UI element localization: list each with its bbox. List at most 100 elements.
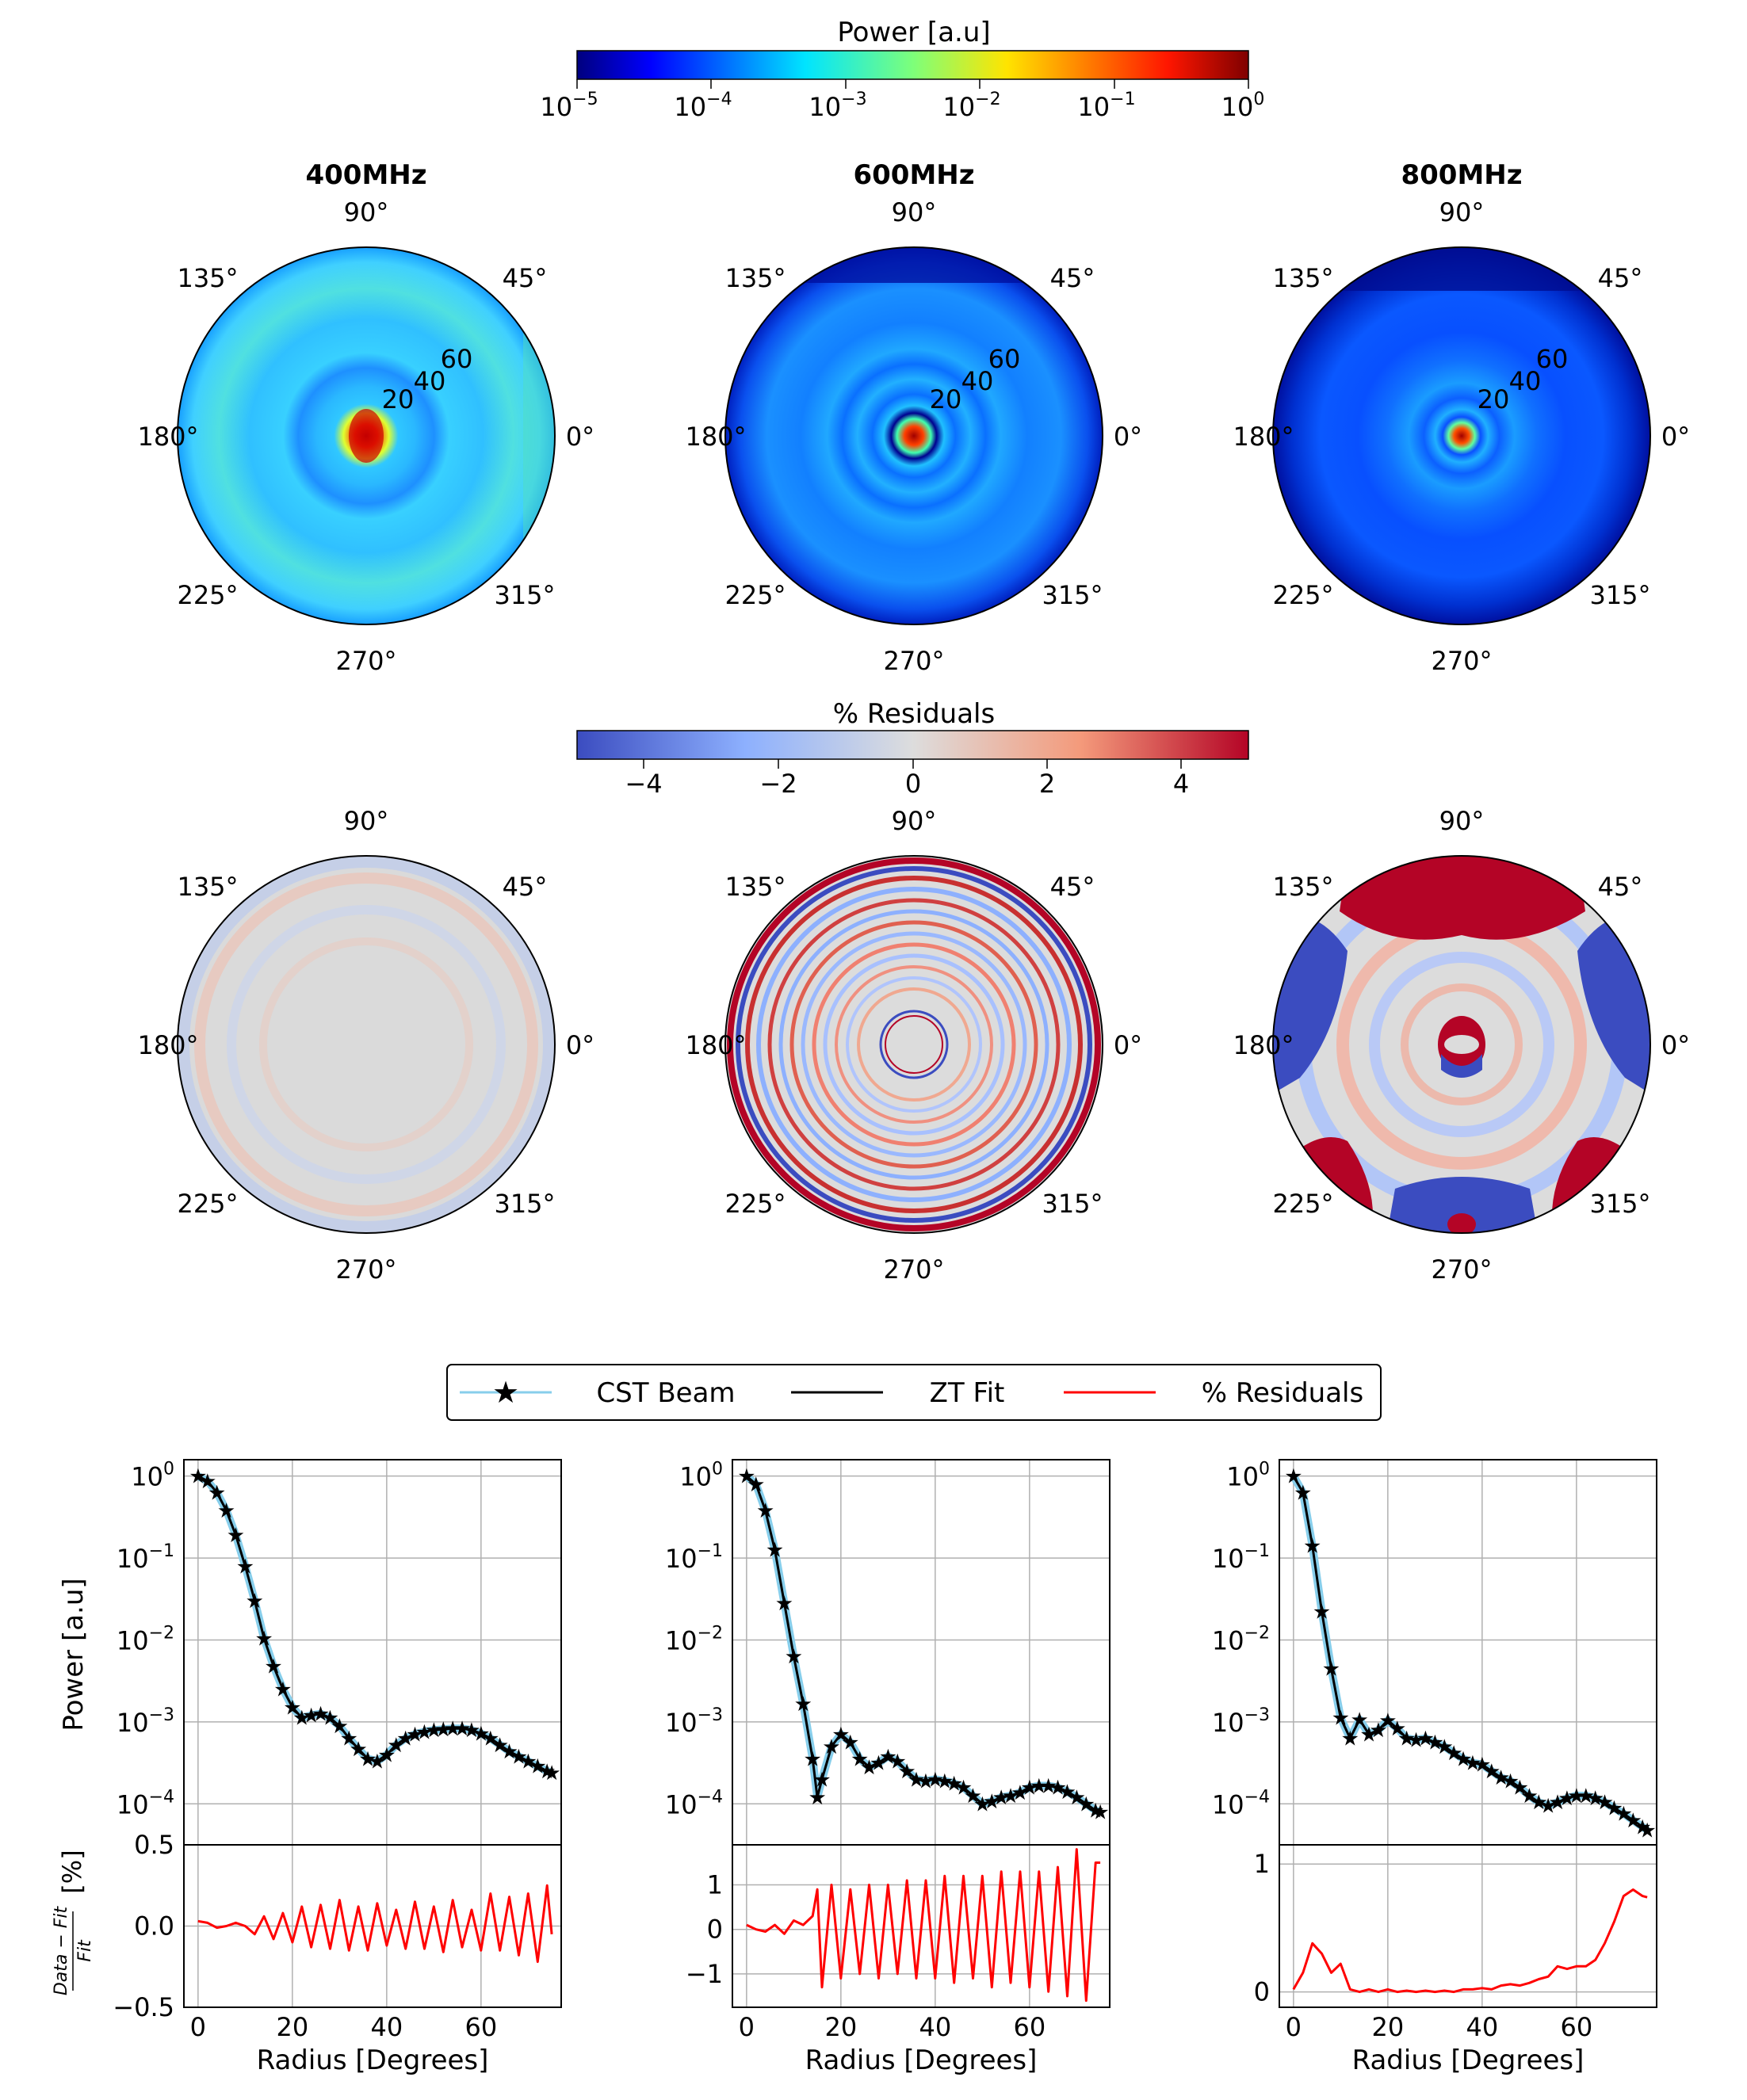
legend-box [446, 1364, 1382, 1421]
zt-fit-line [745, 1475, 1101, 1814]
polar-angle-label: 315° [494, 580, 555, 610]
power-colorbar-ticks [576, 79, 1249, 89]
polar-angle-label: 90° [1439, 197, 1485, 227]
polar-radius-label: 40 [414, 366, 446, 396]
polar-radius-label: 40 [1509, 366, 1542, 396]
power-y-tick-label: 100 [131, 1460, 174, 1492]
polar-radius-label: 20 [382, 384, 415, 414]
polar-frame [177, 246, 556, 625]
x-tick-label: 0 [1286, 2012, 1302, 2042]
x-tick-label: 60 [1560, 2012, 1592, 2042]
residual-colorbar-gradient [576, 730, 1249, 760]
residual-tick-label: 2 [1039, 769, 1055, 799]
power-y-tick-label: 10−1 [1212, 1541, 1270, 1574]
residual-y-tick-label: 0 [707, 1915, 723, 1945]
polar-angle-label: 90° [892, 806, 937, 836]
residual-colorbar-label: % Residuals [833, 698, 995, 730]
polar-radius-label: 60 [988, 344, 1021, 374]
polar-angle-label: 270° [1431, 1254, 1492, 1285]
power-tick-label: 10−4 [674, 90, 732, 122]
polar-labels: 0°45°90°135°180°225°270°315°2040600°45°9… [137, 197, 1690, 1285]
panel-title: 400MHz [305, 159, 426, 191]
cst-beam-marker: ★ [1091, 1801, 1109, 1825]
power-map [725, 247, 1103, 624]
polar-angle-label: 180° [1233, 422, 1294, 452]
residual-y-tick-label: 0.0 [134, 1911, 174, 1942]
power-map-edge-right [523, 317, 555, 555]
polar-angle-label: 135° [724, 872, 786, 902]
residual-y-tick-label: 0.5 [134, 1830, 174, 1860]
polar-angle-label: 135° [177, 872, 238, 902]
polar-angle-label: 0° [1661, 1030, 1690, 1060]
power-y-tick-label: 10−3 [117, 1705, 174, 1738]
x-tick-label: 60 [464, 2012, 497, 2042]
residual-line [746, 1848, 1101, 2003]
power-colorbar-gradient [576, 50, 1249, 80]
line-plots: ★★★★★★★★★★★★★★★★★★★★★★★★★★★★★★★★★★★★★★★1… [113, 1459, 1657, 2076]
x-tick-label: 20 [276, 2012, 308, 2042]
polar-angle-label: 225° [1272, 580, 1333, 610]
legend-fit-label: ZT Fit [930, 1377, 1005, 1409]
x-tick-label: 20 [1371, 2012, 1404, 2042]
polar-angle-label: 135° [177, 263, 238, 293]
residual-y-tick-label: −1 [686, 1959, 723, 1989]
power-y-tick-label: 100 [1226, 1460, 1270, 1492]
power-y-tick-label: 10−1 [117, 1541, 174, 1574]
polar-angle-label: 90° [1439, 806, 1485, 836]
power-map [1273, 247, 1650, 624]
polar-frame [177, 855, 556, 1234]
x-tick-label: 60 [1013, 2012, 1046, 2042]
polar-radius-label: 20 [1477, 384, 1510, 414]
polar-radius-label: 40 [961, 366, 994, 396]
polar-angle-label: 270° [335, 1254, 396, 1285]
power-y-tick-label: 100 [679, 1460, 723, 1492]
x-tick-label: 40 [370, 2012, 403, 2042]
polar-angle-label: 225° [1272, 1189, 1333, 1219]
polar-angle-label: 90° [344, 806, 389, 836]
power-colorbar: Power [a.u] 10−5 10−4 10−3 10−2 10−1 100 [540, 17, 1264, 122]
polar-frame [724, 855, 1103, 1234]
polar-angle-label: 225° [177, 580, 238, 610]
polar-angle-label: 135° [1272, 263, 1333, 293]
panel-title: 600MHz [853, 159, 974, 191]
y-label-residual-unit: [%] [57, 1850, 87, 1893]
power-y-tick-label: 10−4 [1212, 1787, 1270, 1819]
legend-cst-label: CST Beam [596, 1377, 735, 1409]
polar-angle-label: 0° [1114, 1030, 1142, 1060]
cst-beam-marker: ★ [1638, 1819, 1656, 1842]
polar-angle-label: 0° [1114, 422, 1142, 452]
polar-angle-label: 315° [1042, 1189, 1103, 1219]
polar-frame [1272, 246, 1651, 625]
polar-resid-600 [724, 855, 1103, 1234]
power-tick-label: 10−3 [809, 90, 866, 122]
residual-tick-label: −4 [625, 769, 662, 799]
power-y-tick-label: 10−2 [1212, 1623, 1270, 1655]
x-tick-label: 0 [739, 2012, 755, 2042]
polar-frame [1272, 855, 1651, 1234]
polar-angle-label: 180° [685, 1030, 746, 1060]
residual-line [1292, 1888, 1648, 1994]
polar-angle-label: 0° [1661, 422, 1690, 452]
polar-angle-label: 225° [724, 580, 786, 610]
polar-angle-label: 180° [137, 1030, 198, 1060]
power-map-mainlobe [349, 409, 384, 463]
panel-title: 800MHz [1401, 159, 1522, 191]
polar-frame [724, 246, 1103, 625]
power-tick-label: 10−2 [942, 90, 1000, 122]
polar-angle-label: 90° [344, 197, 389, 227]
y-label-residual: Data − Fit Fit [%] [52, 1850, 95, 1995]
x-axis-label: Radius [Degrees] [805, 2045, 1038, 2076]
x-tick-label: 0 [190, 2012, 206, 2042]
polar-angle-label: 315° [1589, 580, 1650, 610]
power-colorbar-label: Power [a.u] [837, 17, 990, 48]
power-axes-frame [183, 1459, 562, 1846]
line-panel-0: ★★★★★★★★★★★★★★★★★★★★★★★★★★★★★★★★★★★★★★★1… [113, 1459, 562, 2076]
power-y-tick-label: 10−2 [665, 1623, 723, 1655]
residual-colorbar: % Residuals −4 −2 0 2 4 [576, 698, 1249, 799]
polar-power-800: 800MHz [1272, 159, 1651, 625]
x-tick-label: 40 [919, 2012, 951, 2042]
polar-angle-label: 315° [1589, 1189, 1650, 1219]
residual-axes-frame [1279, 1844, 1657, 2008]
polar-angle-label: 45° [503, 263, 548, 293]
residual-tick-label: −2 [759, 769, 797, 799]
